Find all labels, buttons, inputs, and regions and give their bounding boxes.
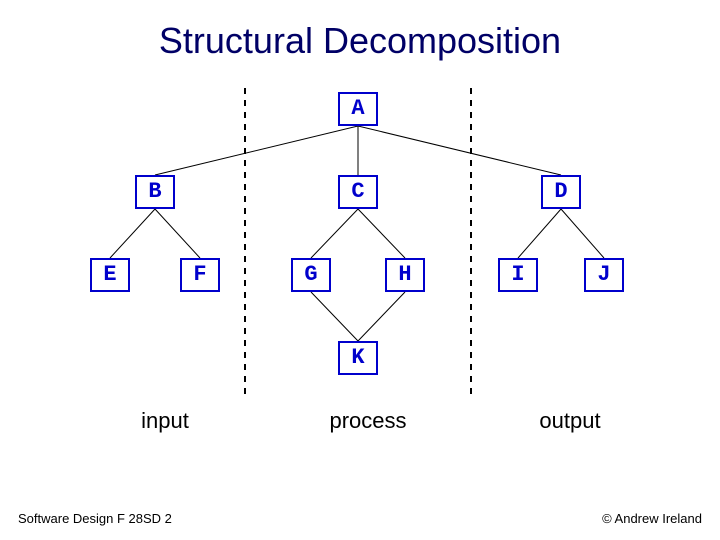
footer-left: Software Design F 28SD 2 — [18, 511, 172, 526]
node-b: B — [135, 175, 175, 209]
section-label-output: output — [520, 408, 620, 434]
node-e: E — [90, 258, 130, 292]
node-k: K — [338, 341, 378, 375]
node-j: J — [584, 258, 624, 292]
section-label-input: input — [115, 408, 215, 434]
node-c: C — [338, 175, 378, 209]
node-g: G — [291, 258, 331, 292]
node-d: D — [541, 175, 581, 209]
node-f: F — [180, 258, 220, 292]
page-title: Structural Decomposition — [0, 20, 720, 62]
footer-right: © Andrew Ireland — [602, 511, 702, 526]
section-label-process: process — [318, 408, 418, 434]
node-h: H — [385, 258, 425, 292]
node-i: I — [498, 258, 538, 292]
node-a: A — [338, 92, 378, 126]
